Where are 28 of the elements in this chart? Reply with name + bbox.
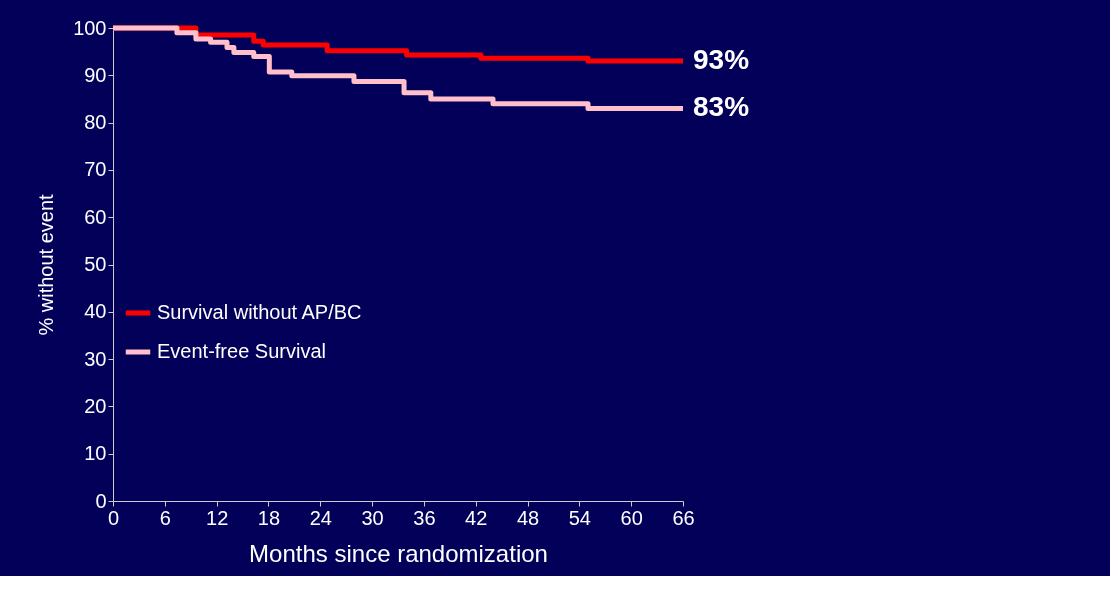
x-tick-label: 48	[516, 506, 540, 529]
y-tick-label: 20	[84, 394, 107, 417]
y-tick-label: 0	[95, 489, 107, 512]
legend-label: Survival without AP/BC	[157, 301, 362, 323]
x-tick-label: 24	[309, 506, 332, 529]
y-tick-label: 50	[84, 253, 107, 275]
x-tick-label: 12	[206, 506, 229, 529]
x-tick-label: 66	[672, 506, 695, 529]
x-axis-title: Months since randomization	[249, 539, 548, 567]
x-tick-label: 18	[257, 506, 281, 529]
y-tick-label: 30	[84, 347, 107, 370]
y-tick-label: 90	[84, 63, 107, 86]
y-tick-label: 100	[73, 16, 107, 39]
annotation: 93%	[693, 44, 750, 76]
y-tick-label: 40	[84, 300, 107, 323]
y-tick-label: 80	[84, 111, 107, 134]
x-tick-label: 30	[361, 506, 384, 529]
x-tick-label: 54	[568, 506, 591, 529]
y-tick-label: 60	[84, 205, 107, 228]
y-tick-label: 10	[84, 442, 107, 465]
y-tick-label: 70	[84, 158, 107, 181]
legend-label: Event-free Survival	[157, 340, 326, 362]
annotation: 83%	[693, 91, 750, 123]
x-tick-label: 6	[159, 506, 171, 529]
y-axis-title: % without event	[35, 193, 58, 336]
x-tick-label: 42	[465, 506, 488, 529]
x-tick-label: 36	[413, 506, 436, 529]
x-tick-label: 60	[620, 506, 643, 529]
